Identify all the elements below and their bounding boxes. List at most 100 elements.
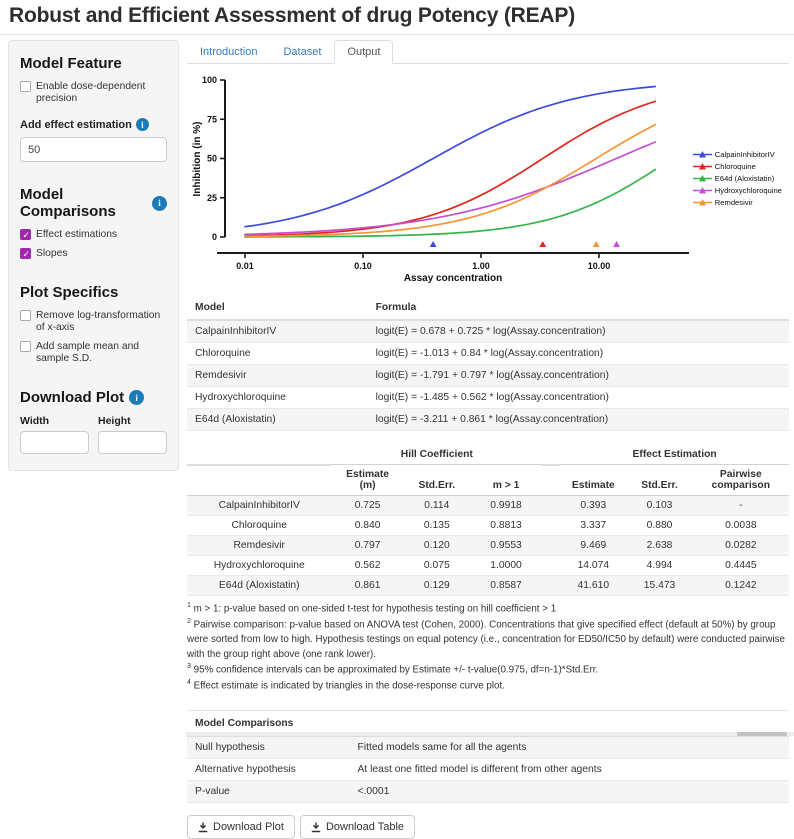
- legend-item: CalpainInhibitorIV: [692, 149, 789, 159]
- legend-marker-icon: [692, 162, 712, 169]
- table-cell: -: [739, 500, 743, 511]
- checkbox-label: Effect estimations: [36, 229, 118, 240]
- stats-column-header: Std.Err.: [403, 464, 470, 496]
- svg-text:1.00: 1.00: [472, 261, 490, 271]
- footnote: 4 Effect estimate is indicated by triang…: [187, 679, 505, 692]
- legend-item: Remdesivir: [692, 198, 789, 207]
- width-label: Width: [20, 415, 50, 427]
- download-icon: [311, 822, 321, 832]
- table-cell: 0.135: [423, 520, 450, 531]
- width-input[interactable]: [20, 431, 89, 454]
- table-row: Chloroquine 0.840 0.135 0.8813 3.337 0.880 0.0…: [187, 516, 789, 536]
- table-cell: 0.0282: [725, 540, 757, 551]
- hill-effect-table: Hill Coefficient Effect Estimation Estim…: [187, 445, 789, 596]
- dose-response-plot-area: 0 25 50 75 100 0.01 0.10 1.00 10.00 Inhibition (i…: [187, 64, 789, 284]
- svg-text:10.00: 10.00: [588, 261, 611, 271]
- table-row: Chloroquine logit(E) = -1.013 + 0.84 * lo…: [187, 343, 789, 365]
- table-cell: 0.0038: [725, 520, 757, 531]
- table-row: P-value <.0001: [187, 780, 789, 803]
- plot-specifics-heading: Plot Specifics: [20, 284, 119, 301]
- svg-text:0: 0: [212, 232, 217, 242]
- model-comparisons-table: Model Comparisons Null hypothesis Fitted …: [187, 710, 789, 803]
- table-cell: Remdesivir: [233, 540, 285, 551]
- download-icon: [198, 822, 208, 832]
- table-cell: 0.129: [423, 580, 450, 591]
- svg-text:100: 100: [202, 75, 217, 85]
- svg-text:Inhibition (in %): Inhibition (in %): [192, 122, 203, 197]
- legend-label: CalpainInhibitorIV: [714, 149, 775, 159]
- tab-dataset[interactable]: Dataset: [283, 46, 322, 58]
- table-cell: logit(E) = -3.211 + 0.861 * log(Assay.co…: [375, 414, 609, 425]
- table-cell: Hydroxychloroquine: [195, 392, 287, 403]
- svg-text:75: 75: [207, 114, 217, 124]
- formula-table-header-model: Model: [187, 296, 368, 321]
- table-cell: 2.638: [646, 540, 673, 551]
- table-cell: Alternative hypothesis: [195, 764, 296, 776]
- table-cell: 41.610: [577, 580, 610, 591]
- legend-item: E64d (Aloxistatin): [692, 173, 789, 183]
- info-icon[interactable]: [129, 390, 145, 405]
- table-row: CalpainInhibitorIV logit(E) = 0.678 + 0.7…: [187, 320, 789, 343]
- footnote: 2 Pairwise comparison: p-value based on …: [187, 617, 785, 660]
- effect-estimation-input[interactable]: [20, 137, 167, 162]
- height-input[interactable]: [98, 431, 167, 454]
- table-cell: 0.880: [646, 520, 673, 531]
- height-label: Height: [98, 415, 131, 427]
- table-row: Remdesivir 0.797 0.120 0.9553 9.469 2.638 0.02…: [187, 535, 789, 556]
- svg-text:0.10: 0.10: [354, 261, 372, 271]
- table-cell: E64d (Aloxistatin): [218, 580, 300, 591]
- table-cell: 0.840: [354, 520, 381, 531]
- table-row: Hydroxychloroquine logit(E) = -1.485 + 0.…: [187, 387, 789, 409]
- footnote: 3 95% confidence intervals can be approx…: [187, 663, 599, 676]
- table-row: Hydroxychloroquine 0.562 0.075 1.0000 14.074…: [187, 556, 789, 576]
- table-cell: 0.103: [646, 500, 673, 511]
- tab-introduction[interactable]: Introduction: [200, 46, 258, 58]
- legend-label: Chloroquine: [714, 161, 756, 171]
- table-cell: Null hypothesis: [195, 742, 265, 754]
- horizontal-scrollbar-track[interactable]: [186, 732, 794, 736]
- info-icon[interactable]: [135, 118, 149, 131]
- table-row: CalpainInhibitorIV 0.725 0.114 0.9918 0.393 0…: [187, 495, 789, 516]
- legend-marker-icon: [692, 198, 712, 205]
- tab-output[interactable]: Output: [334, 40, 394, 64]
- table-cell: 4.994: [646, 560, 673, 571]
- table-cell: 0.8813: [490, 520, 522, 531]
- table-cell: E64d (Aloxistatin): [195, 414, 276, 425]
- info-icon[interactable]: [152, 195, 167, 211]
- model-feature-heading: Model Feature: [20, 55, 122, 72]
- table-cell: 3.337: [580, 520, 607, 531]
- table-cell: 15.473: [643, 580, 676, 591]
- checkbox-label: Enable dose-dependent precision: [36, 81, 146, 104]
- table-cell: Hydroxychloroquine: [213, 560, 305, 571]
- table-cell: Chloroquine: [195, 348, 251, 359]
- horizontal-scrollbar-thumb[interactable]: [737, 732, 787, 736]
- dose-response-plot: 0 25 50 75 100 0.01 0.10 1.00 10.00 Inhibition (i…: [192, 75, 689, 284]
- checkbox-icon[interactable]: [20, 81, 31, 92]
- checkbox-remove-log-transformation[interactable]: Remove log-transformation of x-axis: [20, 310, 167, 334]
- checkbox-checked-icon[interactable]: [20, 248, 31, 260]
- footnote: 1 m > 1: p-value based on one-sided t-te…: [187, 602, 557, 615]
- page-title: Robust and Efficient Assessment of drug …: [9, 4, 575, 27]
- download-plot-button[interactable]: Download Plot: [187, 815, 295, 839]
- legend-label: E64d (Aloxistatin): [714, 173, 775, 183]
- formula-table-header-formula: Formula: [367, 296, 789, 321]
- table-cell: CalpainInhibitorIV: [218, 500, 300, 511]
- table-footnotes: 1 m > 1: p-value based on one-sided t-te…: [187, 601, 789, 694]
- stats-column-header: Estimate: [560, 464, 627, 496]
- svg-text:50: 50: [207, 154, 217, 164]
- checkbox-slopes[interactable]: Slopes: [20, 248, 167, 260]
- checkbox-sample-mean-sd[interactable]: Add sample mean and sample S.D.: [20, 341, 167, 365]
- table-cell: 0.797: [354, 540, 381, 551]
- download-table-button[interactable]: Download Table: [299, 815, 416, 839]
- legend-marker-icon: [692, 174, 712, 181]
- checkbox-icon[interactable]: [20, 341, 31, 352]
- table-cell: logit(E) = -1.485 + 0.562 * log(Assay.co…: [375, 392, 609, 403]
- checkbox-checked-icon[interactable]: [20, 229, 31, 241]
- table-cell: Remdesivir: [195, 370, 247, 381]
- table-cell: Chloroquine: [231, 520, 287, 531]
- table-cell: P-value: [195, 786, 230, 798]
- svg-text:25: 25: [207, 193, 217, 203]
- checkbox-dose-dependent-precision[interactable]: Enable dose-dependent precision: [20, 81, 167, 105]
- checkbox-icon[interactable]: [20, 310, 31, 321]
- checkbox-effect-estimations[interactable]: Effect estimations: [20, 229, 167, 241]
